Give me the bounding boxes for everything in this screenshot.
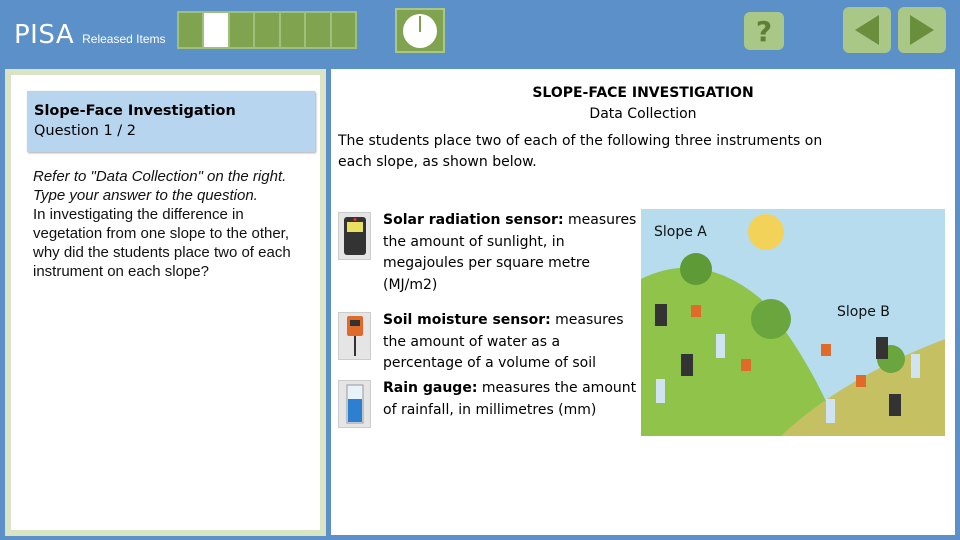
question-title: Slope-Face Investigation [34, 103, 236, 119]
progress-bar [177, 11, 357, 49]
instrument-name: Rain gauge: [383, 380, 478, 396]
progress-segment-current [204, 13, 230, 47]
question-header: Slope-Face Investigation Question 1 / 2 [27, 91, 315, 152]
brand: PISA Released Items [14, 20, 166, 50]
question-instruction: Refer to "Data Collection" on the right.… [33, 168, 287, 204]
brand-title: PISA [14, 20, 75, 50]
question-text: In investigating the difference in veget… [33, 206, 291, 280]
previous-button[interactable] [843, 7, 891, 53]
next-button[interactable] [898, 7, 946, 53]
solar-sensor-icon [338, 212, 371, 260]
question-number: Question 1 / 2 [34, 123, 137, 139]
stimulus-panel: SLOPE-FACE INVESTIGATION Data Collection… [331, 69, 955, 535]
slope-b-label: Slope B [837, 304, 890, 320]
instrument-desc: measures the amount of sunlight, in mega… [383, 212, 637, 293]
instrument-desc: measures the amount of water as a percen… [383, 312, 624, 371]
instrument-soil: Soil moisture sensor: measures the amoun… [338, 310, 638, 375]
progress-segment [229, 13, 256, 47]
stimulus-subtitle: Data Collection [589, 106, 697, 122]
question-body: Refer to "Data Collection" on the right.… [33, 167, 303, 281]
stimulus-title: SLOPE-FACE INVESTIGATION [532, 85, 754, 101]
question-panel: Slope-Face Investigation Question 1 / 2 … [5, 69, 326, 536]
progress-segment [255, 13, 281, 47]
clock-icon [403, 13, 437, 48]
instrument-name: Solar radiation sensor: [383, 212, 564, 228]
progress-segment [280, 13, 307, 47]
timer [395, 8, 445, 53]
arrow-left-icon [855, 15, 879, 45]
stimulus-intro: The students place two of each of the fo… [338, 133, 823, 170]
instrument-solar: Solar radiation sensor: measures the amo… [338, 210, 638, 296]
brand-subtitle: Released Items [82, 32, 166, 46]
progress-segment [331, 13, 355, 47]
top-bar: PISA Released Items ? [0, 0, 960, 68]
progress-segment [179, 13, 205, 47]
instrument-desc: measures the amount of rainfall, in mill… [383, 380, 637, 418]
slope-a-label: Slope A [654, 224, 707, 240]
progress-segment [306, 13, 332, 47]
help-button[interactable]: ? [744, 12, 784, 50]
instrument-rain: Rain gauge: measures the amount of rainf… [338, 378, 638, 428]
soil-sensor-icon [338, 312, 371, 360]
rain-gauge-icon [338, 380, 371, 428]
arrow-right-icon [910, 15, 934, 45]
slope-illustration: Slope A Slope B [641, 209, 945, 436]
instrument-name: Soil moisture sensor: [383, 312, 551, 328]
